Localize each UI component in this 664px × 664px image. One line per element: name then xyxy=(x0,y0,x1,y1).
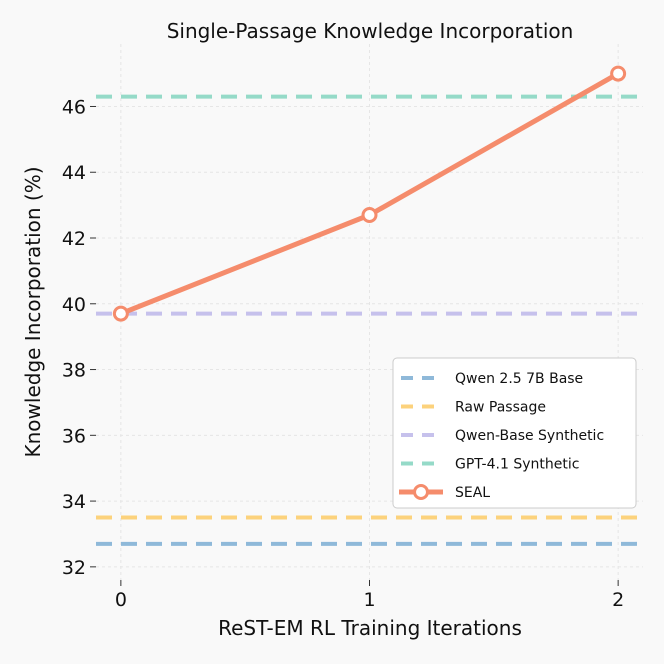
y-tick-label: 40 xyxy=(62,294,86,316)
y-tick-label: 46 xyxy=(62,96,86,118)
seal-point xyxy=(361,206,378,223)
x-tick-label: 0 xyxy=(115,589,127,611)
x-tick-label: 2 xyxy=(612,589,624,611)
x-axis-label: ReST-EM RL Training Iterations xyxy=(218,616,522,640)
y-axis-label: Knowledge Incorporation (%) xyxy=(21,166,45,457)
legend-label: GPT-4.1 Synthetic xyxy=(455,457,579,473)
legend-marker xyxy=(413,484,429,500)
legend-label: Raw Passage xyxy=(455,400,546,416)
seal-point xyxy=(610,65,627,82)
y-tick-label: 32 xyxy=(62,557,86,579)
y-tick-label: 42 xyxy=(62,228,86,250)
y-tick-label: 34 xyxy=(62,491,86,513)
y-tick-label: 44 xyxy=(62,162,86,184)
legend-label: Qwen 2.5 7B Base xyxy=(455,371,583,387)
seal-line xyxy=(119,71,620,316)
legend-label: SEAL xyxy=(455,485,490,501)
x-tick-label: 1 xyxy=(363,589,375,611)
chart-title: Single-Passage Knowledge Incorporation xyxy=(167,19,574,43)
seal-point xyxy=(112,305,129,322)
legend xyxy=(392,357,637,509)
y-tick-label: 38 xyxy=(62,360,86,382)
y-tick-label: 36 xyxy=(62,425,86,447)
legend-label: Qwen-Base Synthetic xyxy=(455,428,604,444)
